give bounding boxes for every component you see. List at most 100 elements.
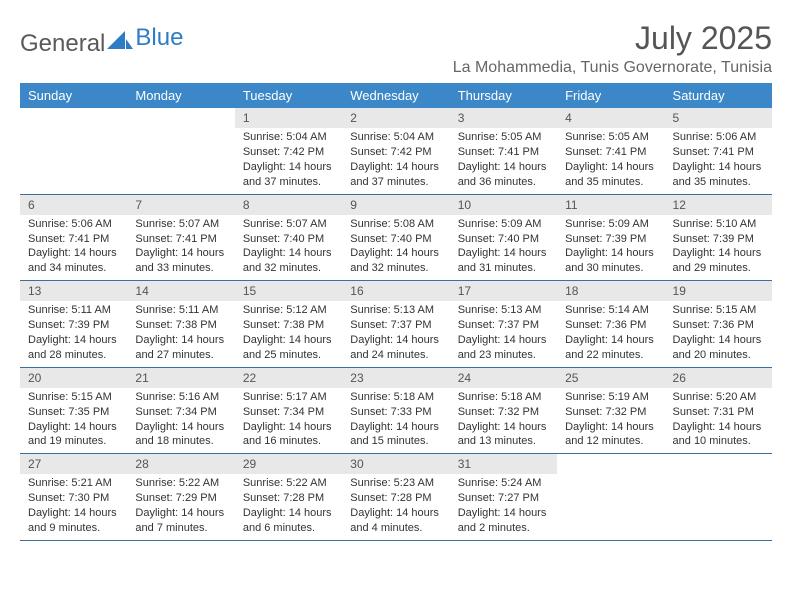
day-content: Sunrise: 5:18 AMSunset: 7:32 PMDaylight:… <box>450 388 557 453</box>
calendar-cell: 26Sunrise: 5:20 AMSunset: 7:31 PMDayligh… <box>665 367 772 454</box>
day-number: 11 <box>557 195 664 215</box>
sunrise-text: Sunrise: 5:23 AM <box>350 476 441 491</box>
daylight-text: Daylight: 14 hours and 24 minutes. <box>350 333 441 363</box>
day-content: Sunrise: 5:15 AMSunset: 7:35 PMDaylight:… <box>20 388 127 453</box>
sunset-text: Sunset: 7:41 PM <box>458 145 549 160</box>
calendar-row: 20Sunrise: 5:15 AMSunset: 7:35 PMDayligh… <box>20 367 772 454</box>
day-content: Sunrise: 5:22 AMSunset: 7:28 PMDaylight:… <box>235 474 342 539</box>
dayhead-wednesday: Wednesday <box>342 83 449 108</box>
day-header-row: Sunday Monday Tuesday Wednesday Thursday… <box>20 83 772 108</box>
sunset-text: Sunset: 7:27 PM <box>458 491 549 506</box>
sunrise-text: Sunrise: 5:05 AM <box>565 130 656 145</box>
calendar-page: General Blue July 2025 La Mohammedia, Tu… <box>0 0 792 541</box>
day-content: Sunrise: 5:04 AMSunset: 7:42 PMDaylight:… <box>342 128 449 193</box>
sunset-text: Sunset: 7:41 PM <box>28 232 119 247</box>
logo-sail-icon <box>107 30 133 58</box>
sunrise-text: Sunrise: 5:21 AM <box>28 476 119 491</box>
day-content: Sunrise: 5:17 AMSunset: 7:34 PMDaylight:… <box>235 388 342 453</box>
sunrise-text: Sunrise: 5:13 AM <box>350 303 441 318</box>
calendar-cell: 22Sunrise: 5:17 AMSunset: 7:34 PMDayligh… <box>235 367 342 454</box>
day-number: 12 <box>665 195 772 215</box>
daylight-text: Daylight: 14 hours and 37 minutes. <box>243 160 334 190</box>
calendar-cell: 20Sunrise: 5:15 AMSunset: 7:35 PMDayligh… <box>20 367 127 454</box>
calendar-row: 13Sunrise: 5:11 AMSunset: 7:39 PMDayligh… <box>20 281 772 368</box>
sunset-text: Sunset: 7:34 PM <box>135 405 226 420</box>
daylight-text: Daylight: 14 hours and 34 minutes. <box>28 246 119 276</box>
calendar-cell: 10Sunrise: 5:09 AMSunset: 7:40 PMDayligh… <box>450 194 557 281</box>
daylight-text: Daylight: 14 hours and 22 minutes. <box>565 333 656 363</box>
daylight-text: Daylight: 14 hours and 20 minutes. <box>673 333 764 363</box>
calendar-cell: 23Sunrise: 5:18 AMSunset: 7:33 PMDayligh… <box>342 367 449 454</box>
calendar-cell: 12Sunrise: 5:10 AMSunset: 7:39 PMDayligh… <box>665 194 772 281</box>
calendar-cell: 9Sunrise: 5:08 AMSunset: 7:40 PMDaylight… <box>342 194 449 281</box>
calendar-cell: 19Sunrise: 5:15 AMSunset: 7:36 PMDayligh… <box>665 281 772 368</box>
day-number: 17 <box>450 281 557 301</box>
brand-logo: General Blue <box>20 30 183 58</box>
dayhead-saturday: Saturday <box>665 83 772 108</box>
day-number: 2 <box>342 108 449 128</box>
daylight-text: Daylight: 14 hours and 2 minutes. <box>458 506 549 536</box>
daylight-text: Daylight: 14 hours and 28 minutes. <box>28 333 119 363</box>
day-number: 1 <box>235 108 342 128</box>
day-number: 23 <box>342 368 449 388</box>
daylight-text: Daylight: 14 hours and 29 minutes. <box>673 246 764 276</box>
calendar-cell: 1Sunrise: 5:04 AMSunset: 7:42 PMDaylight… <box>235 108 342 194</box>
day-number: 6 <box>20 195 127 215</box>
day-content: Sunrise: 5:19 AMSunset: 7:32 PMDaylight:… <box>557 388 664 453</box>
sunrise-text: Sunrise: 5:22 AM <box>135 476 226 491</box>
sunset-text: Sunset: 7:41 PM <box>565 145 656 160</box>
sunrise-text: Sunrise: 5:20 AM <box>673 390 764 405</box>
day-content: Sunrise: 5:04 AMSunset: 7:42 PMDaylight:… <box>235 128 342 193</box>
day-number: 8 <box>235 195 342 215</box>
day-number: 22 <box>235 368 342 388</box>
calendar-cell: 18Sunrise: 5:14 AMSunset: 7:36 PMDayligh… <box>557 281 664 368</box>
page-title: July 2025 <box>453 20 772 57</box>
sunset-text: Sunset: 7:42 PM <box>350 145 441 160</box>
brand-part1: General <box>20 30 105 58</box>
sunrise-text: Sunrise: 5:15 AM <box>673 303 764 318</box>
day-number: 19 <box>665 281 772 301</box>
dayhead-sunday: Sunday <box>20 83 127 108</box>
title-block: July 2025 La Mohammedia, Tunis Governora… <box>453 20 772 77</box>
day-content: Sunrise: 5:05 AMSunset: 7:41 PMDaylight:… <box>557 128 664 193</box>
sunset-text: Sunset: 7:41 PM <box>135 232 226 247</box>
day-number: 18 <box>557 281 664 301</box>
day-number: 5 <box>665 108 772 128</box>
sunrise-text: Sunrise: 5:16 AM <box>135 390 226 405</box>
sunrise-text: Sunrise: 5:09 AM <box>565 217 656 232</box>
sunrise-text: Sunrise: 5:09 AM <box>458 217 549 232</box>
sunset-text: Sunset: 7:36 PM <box>565 318 656 333</box>
day-content: Sunrise: 5:15 AMSunset: 7:36 PMDaylight:… <box>665 301 772 366</box>
day-content: Sunrise: 5:13 AMSunset: 7:37 PMDaylight:… <box>450 301 557 366</box>
day-number: 9 <box>342 195 449 215</box>
day-number: 26 <box>665 368 772 388</box>
day-number: 15 <box>235 281 342 301</box>
sunrise-text: Sunrise: 5:06 AM <box>28 217 119 232</box>
sunrise-text: Sunrise: 5:17 AM <box>243 390 334 405</box>
brand-part2: Blue <box>135 24 183 52</box>
calendar-cell <box>665 454 772 541</box>
calendar-cell: 7Sunrise: 5:07 AMSunset: 7:41 PMDaylight… <box>127 194 234 281</box>
sunset-text: Sunset: 7:39 PM <box>673 232 764 247</box>
sunrise-text: Sunrise: 5:11 AM <box>28 303 119 318</box>
calendar-cell: 17Sunrise: 5:13 AMSunset: 7:37 PMDayligh… <box>450 281 557 368</box>
sunrise-text: Sunrise: 5:12 AM <box>243 303 334 318</box>
daylight-text: Daylight: 14 hours and 31 minutes. <box>458 246 549 276</box>
day-content: Sunrise: 5:06 AMSunset: 7:41 PMDaylight:… <box>665 128 772 193</box>
sunrise-text: Sunrise: 5:07 AM <box>243 217 334 232</box>
day-content: Sunrise: 5:22 AMSunset: 7:29 PMDaylight:… <box>127 474 234 539</box>
daylight-text: Daylight: 14 hours and 9 minutes. <box>28 506 119 536</box>
day-content: Sunrise: 5:20 AMSunset: 7:31 PMDaylight:… <box>665 388 772 453</box>
day-number: 7 <box>127 195 234 215</box>
day-number: 3 <box>450 108 557 128</box>
calendar-cell: 4Sunrise: 5:05 AMSunset: 7:41 PMDaylight… <box>557 108 664 194</box>
day-content: Sunrise: 5:09 AMSunset: 7:40 PMDaylight:… <box>450 215 557 280</box>
daylight-text: Daylight: 14 hours and 27 minutes. <box>135 333 226 363</box>
daylight-text: Daylight: 14 hours and 4 minutes. <box>350 506 441 536</box>
calendar-table: Sunday Monday Tuesday Wednesday Thursday… <box>20 83 772 541</box>
day-number: 21 <box>127 368 234 388</box>
day-number: 30 <box>342 454 449 474</box>
day-number: 31 <box>450 454 557 474</box>
day-number: 13 <box>20 281 127 301</box>
day-content: Sunrise: 5:21 AMSunset: 7:30 PMDaylight:… <box>20 474 127 539</box>
